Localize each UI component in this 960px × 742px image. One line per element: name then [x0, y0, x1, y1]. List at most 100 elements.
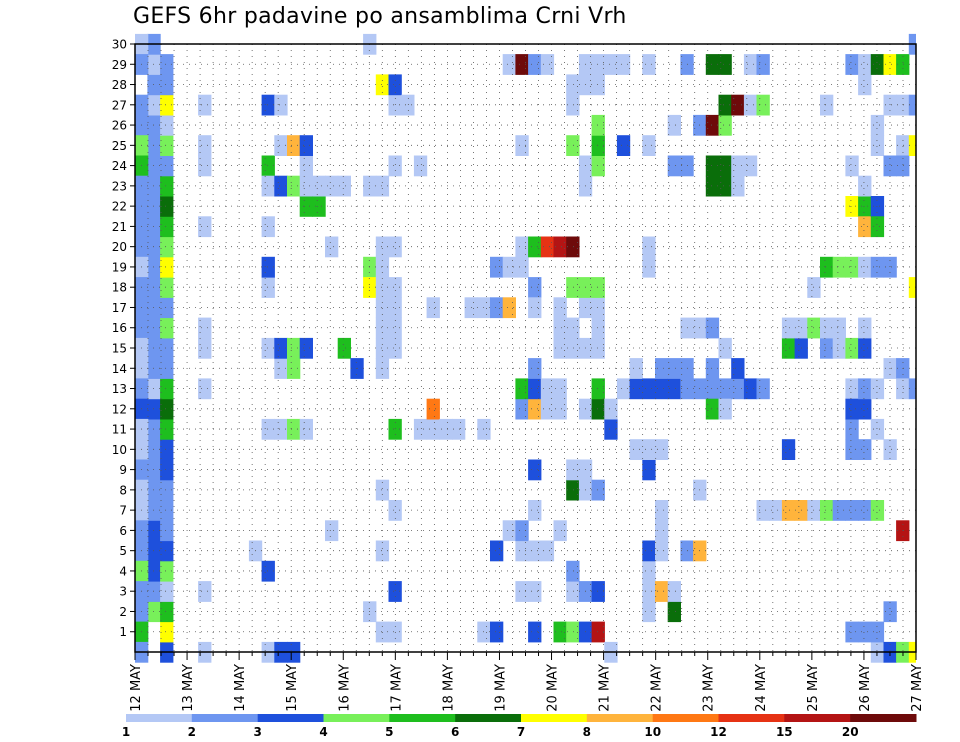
heatmap-cell [820, 256, 834, 278]
colorbar-label: 6 [451, 725, 459, 739]
heatmap-cell [198, 378, 212, 400]
heatmap-cell [261, 216, 275, 238]
heatmap-cell [731, 155, 745, 177]
heatmap-cell [388, 297, 402, 319]
heatmap-cell [528, 621, 542, 643]
heatmap-cell [375, 74, 390, 96]
heatmap-cell [375, 317, 390, 339]
heatmap-cell [591, 135, 605, 156]
heatmap-cell [160, 459, 174, 481]
heatmap-cell [870, 135, 885, 156]
heatmap-cell [718, 175, 732, 197]
heatmap-cell [858, 621, 872, 643]
heatmap-cell [858, 317, 872, 339]
heatmap-cell [553, 398, 567, 420]
heatmap-cell [147, 256, 161, 278]
heatmap-cell [845, 54, 859, 75]
heatmap-cell [616, 54, 631, 75]
heatmap-cell [870, 216, 885, 238]
y-tick-label: 17 [112, 301, 127, 315]
colorbar-label: 5 [385, 725, 393, 739]
heatmap-cell [655, 439, 669, 460]
heatmap-cell [870, 114, 885, 136]
heatmap-cell [502, 297, 516, 319]
heatmap-cell [160, 135, 174, 156]
heatmap-cell [566, 479, 580, 501]
colorbar-label: 4 [319, 725, 327, 739]
x-tick-label: 19 MAY [493, 664, 508, 712]
heatmap-cell [515, 581, 529, 602]
heatmap-cell [147, 398, 161, 420]
heatmap-cell [604, 54, 618, 75]
heatmap-cell [858, 256, 872, 278]
heatmap-cell [655, 358, 669, 379]
colorbar-swatch [455, 714, 522, 722]
heatmap-cell [515, 398, 529, 420]
heatmap-cell [147, 54, 161, 75]
heatmap-cell [147, 581, 161, 602]
heatmap-cell [705, 398, 720, 420]
heatmap-cell [908, 378, 916, 400]
heatmap-cell [566, 135, 580, 156]
heatmap-cell [566, 459, 580, 481]
heatmap-cell [667, 358, 681, 379]
heatmap-cell [642, 135, 656, 156]
heatmap-cell [198, 94, 212, 116]
heatmap-cell [388, 418, 402, 440]
heatmap-cell [604, 418, 618, 440]
heatmap-cell [198, 155, 212, 177]
colorbar-swatch [521, 714, 588, 722]
heatmap-cell [160, 277, 174, 298]
heatmap-cell [160, 398, 174, 420]
heatmap-cell [731, 378, 745, 400]
heatmap-cell [705, 378, 720, 400]
heatmap-cell [147, 418, 161, 440]
y-tick-label: 8 [119, 483, 127, 497]
y-tick-label: 15 [112, 342, 127, 356]
heatmap-cell [718, 337, 732, 359]
heatmap-cell [731, 358, 745, 379]
heatmap-cell [287, 135, 301, 156]
colorbar-swatch [257, 714, 324, 722]
colorbar-label: 10 [644, 725, 661, 739]
heatmap-cell [896, 378, 910, 400]
heatmap-cell [667, 581, 681, 602]
heatmap-cell [616, 378, 631, 400]
heatmap-cell [515, 540, 529, 562]
heatmap-cell [566, 94, 580, 116]
heatmap-cell [591, 337, 605, 359]
y-tick-label: 20 [112, 240, 127, 254]
heatmap-cell [299, 155, 313, 177]
heatmap-cell [553, 621, 567, 643]
heatmap-cell [388, 500, 402, 521]
heatmap-cell [160, 256, 174, 278]
heatmap-cell [160, 337, 174, 359]
x-tick-label: 26 MAY [858, 664, 873, 712]
y-tick-label: 1 [119, 625, 127, 639]
heatmap-cell [743, 378, 758, 400]
heatmap-cell [160, 236, 174, 258]
colorbar-label: 12 [710, 725, 727, 739]
heatmap-cell [629, 439, 643, 460]
chart-title: GEFS 6hr padavine po ansamblima Crni Vrh [133, 4, 627, 29]
heatmap-cell [452, 418, 466, 440]
heatmap-cell [591, 621, 605, 643]
heatmap-cell [261, 337, 275, 359]
heatmap-cell [870, 196, 885, 217]
heatmap-cell [642, 256, 656, 278]
heatmap-cell [832, 317, 846, 339]
heatmap-cell [718, 94, 732, 116]
heatmap-cell [515, 520, 529, 542]
heatmap-cell [515, 54, 529, 75]
heatmap-cell [642, 540, 656, 562]
y-tick-label: 22 [112, 200, 127, 214]
heatmap-cell [896, 135, 910, 156]
heatmap-cell [540, 54, 555, 75]
heatmap-cell [287, 418, 301, 440]
heatmap-cell [540, 540, 555, 562]
heatmap-cell [388, 581, 402, 602]
heatmap-cell [655, 520, 669, 542]
heatmap-cell [591, 479, 605, 501]
heatmap-cell [540, 236, 555, 258]
heatmap-cell [540, 398, 555, 420]
